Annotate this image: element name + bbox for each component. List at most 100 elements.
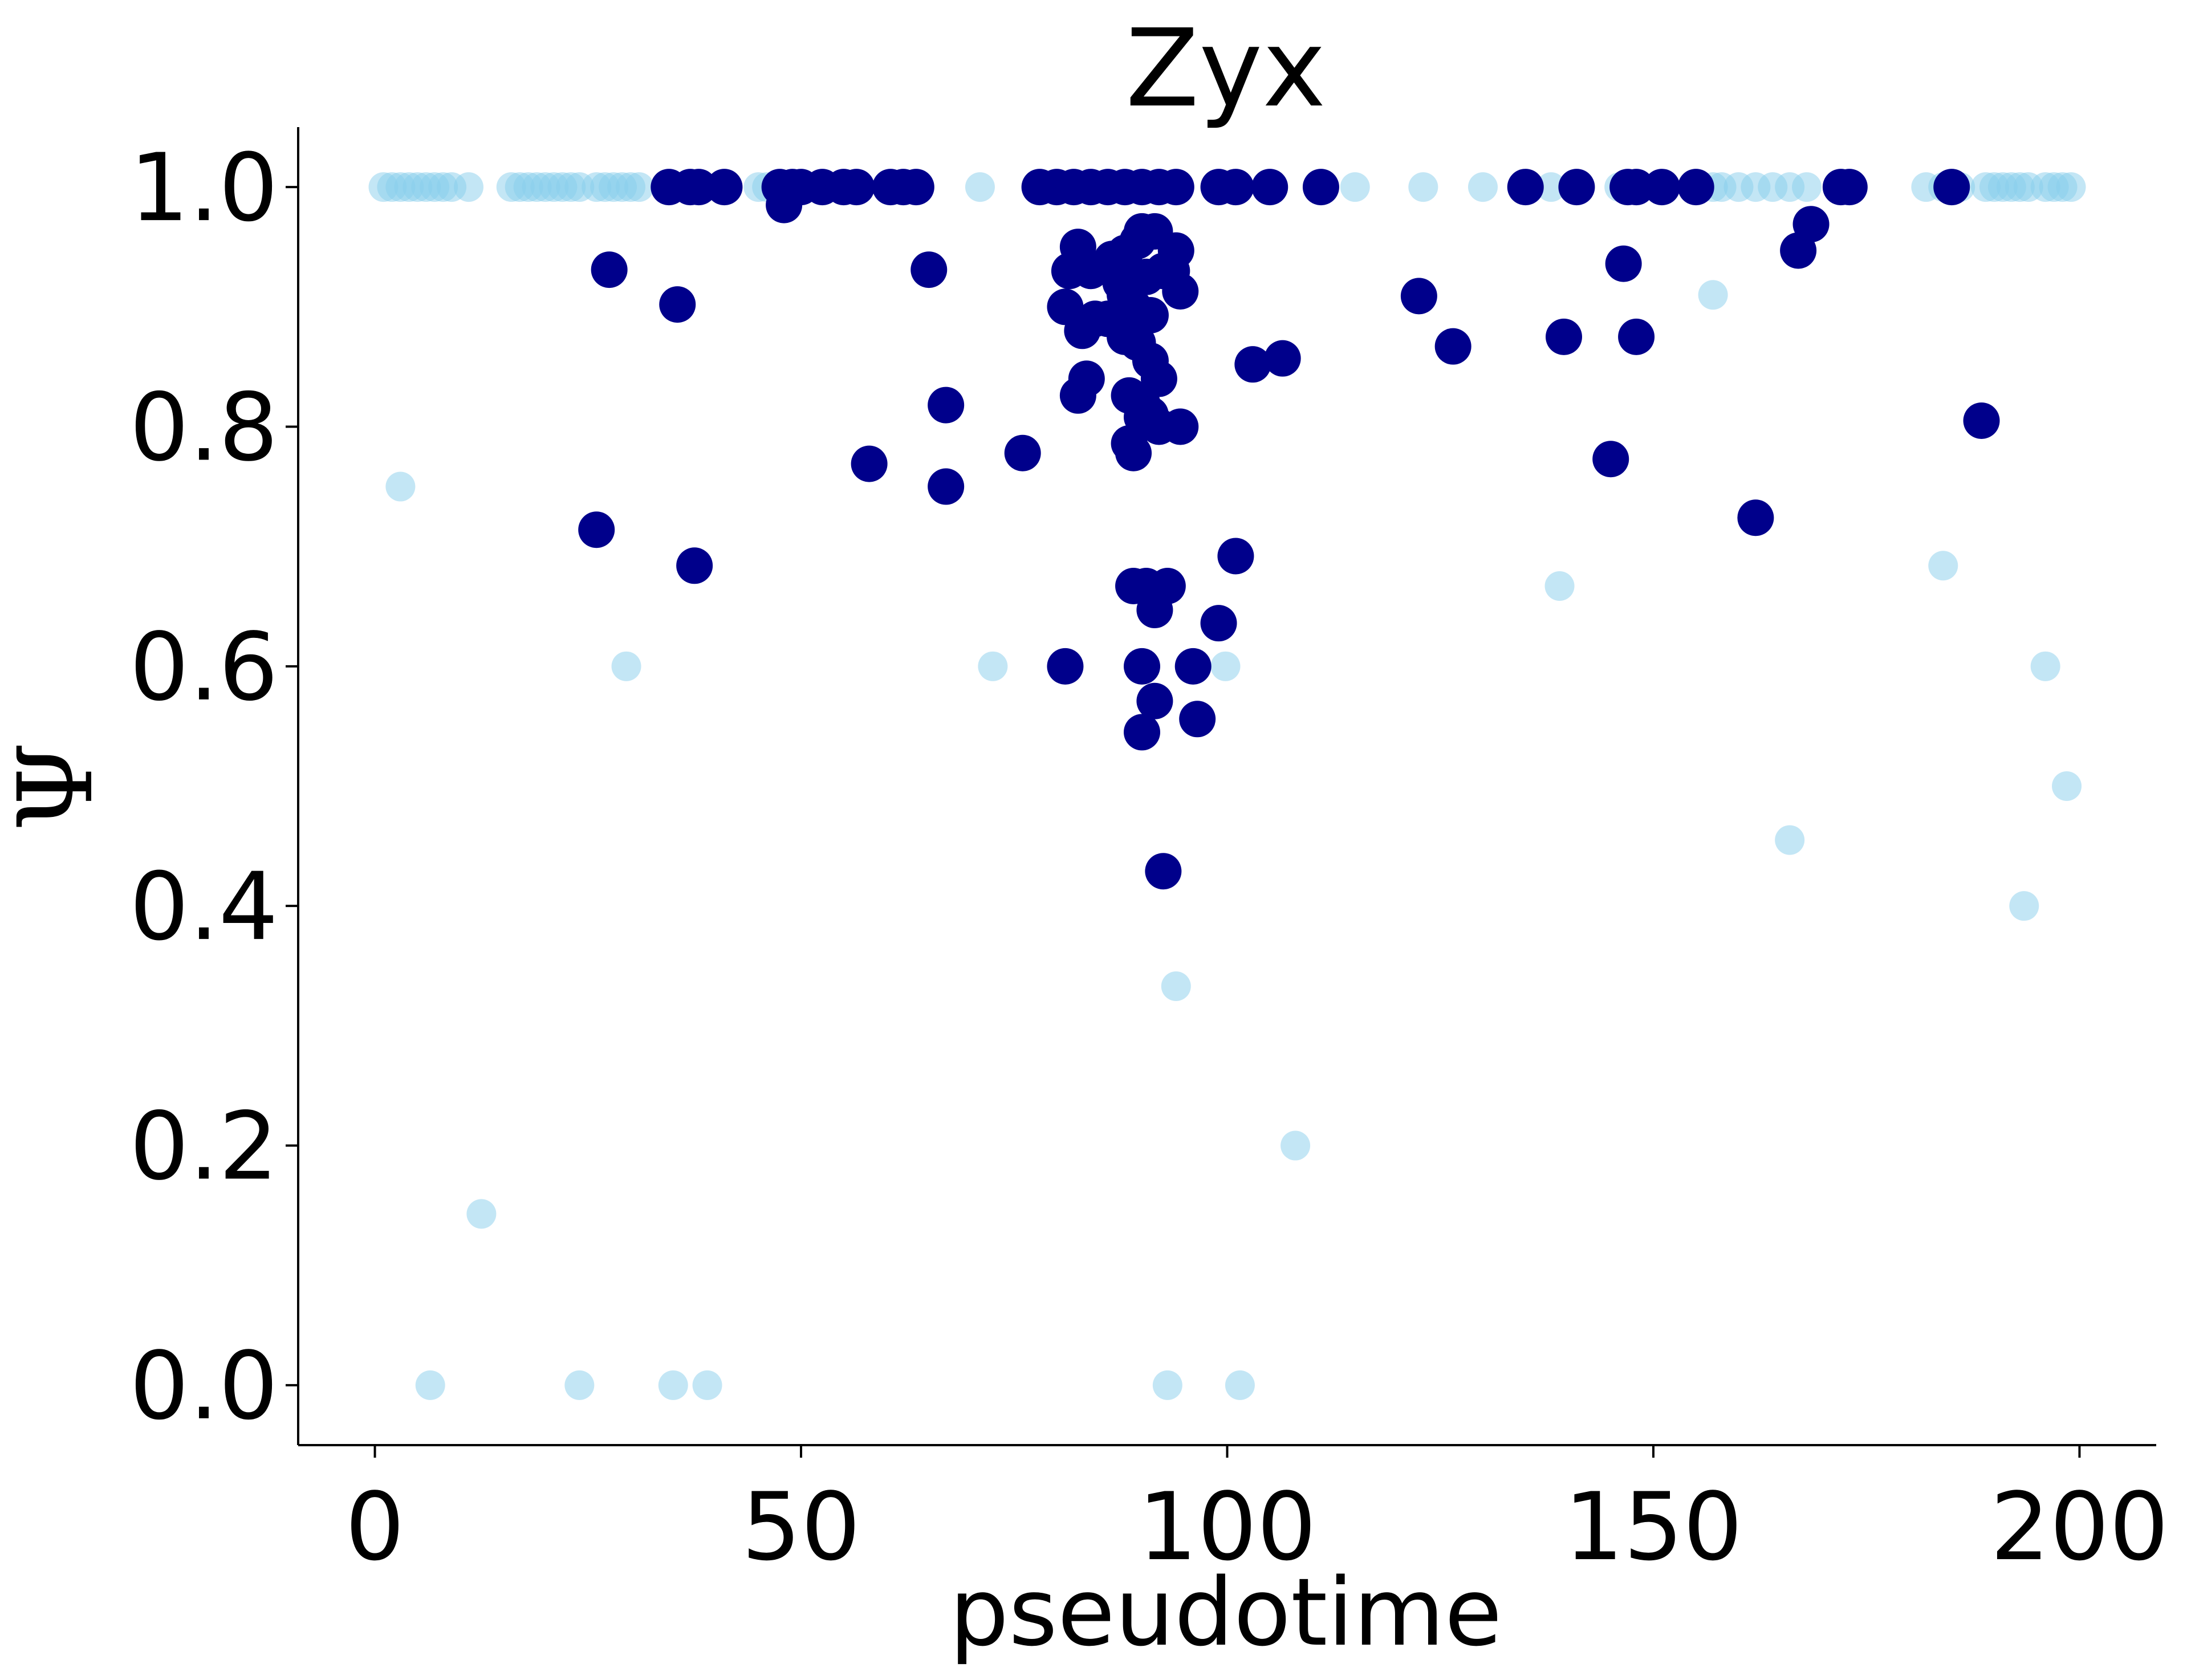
y-axis-ticks: 0.0 0.2 0.4 0.6 0.8 1.0 <box>129 133 298 1441</box>
data-point-light <box>2056 172 2086 202</box>
data-point-light <box>1698 280 1728 310</box>
data-point-dark <box>1933 169 1970 206</box>
data-point-dark <box>1124 648 1161 685</box>
data-point-dark <box>1605 245 1642 282</box>
data-point-light <box>2052 771 2082 801</box>
data-point-dark <box>1234 346 1271 383</box>
x-tick-label: 0 <box>345 1472 404 1581</box>
data-point-dark <box>1507 169 1544 206</box>
data-point-light <box>965 172 995 202</box>
data-point-dark <box>591 251 628 288</box>
data-point-dark <box>1618 169 1655 206</box>
data-point-dark <box>928 468 965 505</box>
y-tick-label: 1.0 <box>129 133 278 242</box>
data-point-dark <box>680 169 717 206</box>
y-tick-label: 0.4 <box>129 852 278 961</box>
data-point-dark <box>1157 169 1194 206</box>
data-point-light <box>453 172 483 202</box>
data-point-dark <box>1558 169 1595 206</box>
data-point-dark <box>1217 538 1254 575</box>
x-tick-label: 200 <box>1990 1472 2169 1581</box>
data-point-dark <box>851 445 888 482</box>
data-point-dark <box>1047 648 1084 685</box>
y-tick-label: 0.6 <box>129 613 278 722</box>
x-tick-label: 150 <box>1564 1472 1742 1581</box>
data-point-dark <box>1400 278 1437 315</box>
data-point-dark <box>897 169 934 206</box>
data-point-dark <box>1618 318 1655 355</box>
data-point-dark <box>1072 253 1109 290</box>
data-point-dark <box>1136 682 1173 719</box>
y-tick-label: 0.2 <box>129 1092 278 1201</box>
data-point-dark <box>578 511 615 548</box>
data-point-dark <box>1963 402 2000 439</box>
data-point-light <box>1225 1370 1255 1400</box>
data-point-dark <box>1115 434 1152 471</box>
data-point-dark <box>676 547 713 584</box>
data-point-dark <box>1064 312 1101 349</box>
data-point-dark <box>838 169 875 206</box>
data-point-light <box>1408 172 1438 202</box>
data-point-light <box>658 1370 688 1400</box>
data-point-light <box>1928 551 1958 581</box>
data-point-light <box>385 471 416 502</box>
data-point-dark <box>659 286 696 323</box>
data-point-dark <box>1643 169 1680 206</box>
data-point-dark <box>1145 853 1182 890</box>
data-point-light <box>624 172 654 202</box>
data-point-dark <box>1059 377 1096 414</box>
data-point-light <box>466 1199 497 1229</box>
data-point-dark <box>1434 328 1471 365</box>
data-point-light <box>1468 172 1498 202</box>
data-point-light <box>978 651 1008 681</box>
data-point-light <box>1161 971 1191 1002</box>
data-point-dark <box>1217 169 1254 206</box>
data-point-light <box>564 1370 595 1400</box>
data-point-dark <box>910 251 948 288</box>
data-point-dark <box>1251 169 1288 206</box>
data-point-dark <box>1136 592 1173 629</box>
data-point-light <box>611 651 641 681</box>
series-light-points <box>368 172 2086 1400</box>
data-point-dark <box>1162 408 1199 445</box>
data-point-light <box>1152 1370 1182 1400</box>
data-point-dark <box>1546 318 1583 355</box>
data-point-dark <box>1302 169 1339 206</box>
data-point-light <box>1340 172 1370 202</box>
data-point-dark <box>1737 499 1774 536</box>
y-tick-label: 0.0 <box>129 1332 278 1441</box>
data-point-dark <box>1264 340 1301 377</box>
data-point-light <box>2009 891 2039 921</box>
data-point-dark <box>1677 169 1714 206</box>
data-point-dark <box>1162 272 1199 310</box>
y-axis-label: Ψ <box>0 742 116 832</box>
x-axis-ticks: 0 50 100 150 200 <box>345 1445 2169 1581</box>
data-point-light <box>1775 825 1805 855</box>
data-point-dark <box>766 186 803 223</box>
data-point-light <box>1281 1130 1311 1161</box>
chart-title: Zyx <box>1125 6 1326 131</box>
data-point-dark <box>1200 605 1237 642</box>
data-point-dark <box>1792 206 1830 243</box>
data-point-dark <box>1174 648 1212 685</box>
data-point-dark <box>1831 169 1868 206</box>
x-tick-label: 100 <box>1138 1472 1316 1581</box>
series-dark-points <box>578 169 2000 890</box>
data-point-light <box>1210 651 1241 681</box>
x-axis-label: pseudotime <box>949 1558 1502 1667</box>
data-point-dark <box>1124 714 1161 751</box>
data-point-light <box>1536 172 1566 202</box>
data-point-dark <box>1179 701 1216 738</box>
data-point-dark <box>1592 441 1629 478</box>
data-point-dark <box>1004 434 1041 471</box>
data-point-dark <box>928 387 965 424</box>
y-tick-label: 0.8 <box>129 373 278 482</box>
data-point-dark <box>706 169 743 206</box>
data-point-dark <box>1132 296 1169 333</box>
data-point-light <box>1544 571 1575 601</box>
data-point-light <box>1792 172 1822 202</box>
data-point-light <box>692 1370 722 1400</box>
data-point-light <box>2030 651 2060 681</box>
data-point-light <box>415 1370 445 1400</box>
